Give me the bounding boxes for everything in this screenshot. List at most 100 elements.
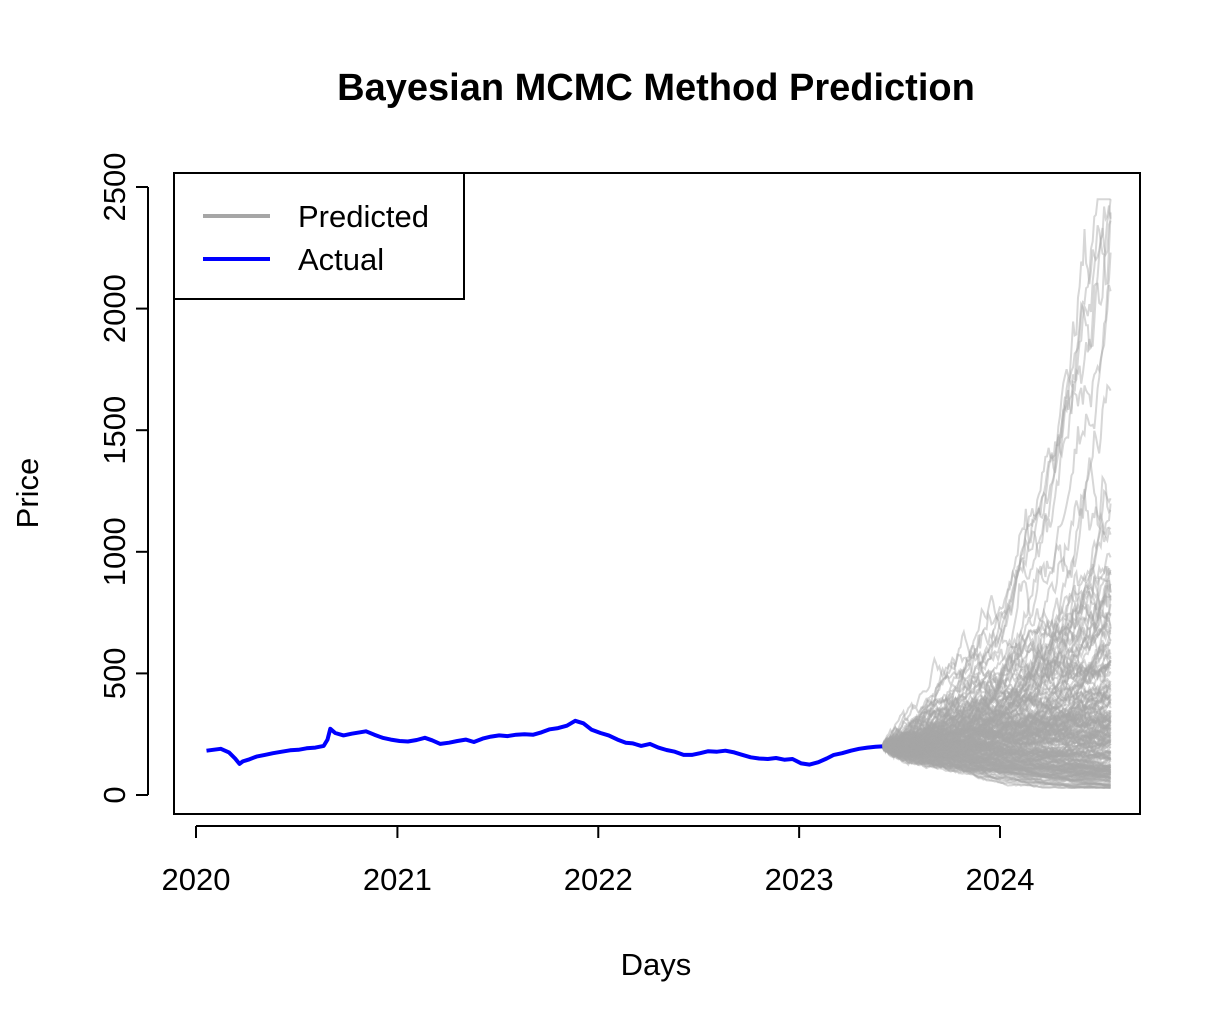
- predicted-path: [881, 686, 1111, 751]
- predicted-path: [881, 488, 1112, 747]
- predicted-path: [882, 745, 1111, 789]
- predicted-path: [881, 709, 1111, 749]
- x-tick-label: 2020: [162, 862, 231, 897]
- predicted-path: [881, 743, 1112, 759]
- predicted-path: [881, 457, 1112, 747]
- predicted-path: [881, 745, 1111, 779]
- predicted-path: [881, 743, 1111, 782]
- plot-frame: [173, 172, 1141, 815]
- predicted-path: [881, 745, 1111, 774]
- predicted-path: [881, 729, 1111, 755]
- predicted-path: [881, 683, 1111, 750]
- predicted-path: [881, 592, 1112, 750]
- predicted-path: [881, 712, 1112, 752]
- predicted-path: [881, 639, 1112, 748]
- predicted-path: [881, 745, 1111, 768]
- predicted-path: [881, 660, 1112, 752]
- predicted-path: [881, 722, 1111, 751]
- predicted-path: [882, 744, 1111, 789]
- predicted-path: [881, 745, 1111, 781]
- predicted-path: [882, 742, 1112, 764]
- predicted-path: [881, 736, 1111, 777]
- predicted-path: [881, 679, 1112, 752]
- predicted-path: [881, 739, 1111, 760]
- predicted-path: [881, 709, 1112, 748]
- predicted-path: [881, 738, 1111, 769]
- predicted-path: [881, 711, 1112, 750]
- legend-box: [173, 172, 465, 300]
- predicted-path: [881, 740, 1111, 789]
- predicted-path: [882, 709, 1112, 748]
- predicted-path: [881, 552, 1112, 748]
- predicted-path: [881, 648, 1112, 747]
- predicted-path: [881, 711, 1111, 760]
- predicted-path: [881, 212, 1112, 748]
- x-axis: 2020 2021 2022 2023 2024: [162, 825, 1035, 897]
- predicted-path: [881, 742, 1112, 767]
- predicted-path: [882, 686, 1112, 753]
- predicted-path: [882, 732, 1112, 753]
- predicted-path: [881, 722, 1111, 753]
- predicted-path: [881, 698, 1112, 748]
- predicted-path: [881, 744, 1111, 785]
- predicted-path: [882, 743, 1111, 777]
- predicted-path: [881, 707, 1112, 747]
- predicted-path: [881, 689, 1112, 747]
- predicted-path: [881, 700, 1112, 758]
- predicted-path: [881, 742, 1112, 784]
- predicted-path: [881, 735, 1112, 776]
- y-tick-label: 500: [97, 648, 132, 700]
- predicted-path: [882, 383, 1112, 748]
- predicted-path: [881, 735, 1111, 773]
- predicted-path: [881, 661, 1112, 748]
- predicted-path: [881, 738, 1112, 777]
- predicted-path: [881, 669, 1112, 749]
- predicted-path: [881, 585, 1112, 750]
- predicted-path: [881, 671, 1112, 748]
- predicted-path: [881, 744, 1112, 769]
- x-tick-label: 2024: [966, 862, 1035, 897]
- predicted-path: [881, 744, 1111, 773]
- predicted-path: [882, 740, 1112, 769]
- y-axis: 0 500 1000 1500 2000 2500: [97, 153, 149, 804]
- predicted-path: [881, 744, 1111, 789]
- predicted-path: [881, 725, 1112, 756]
- predicted-path: [881, 713, 1112, 755]
- predicted-path: [881, 745, 1111, 788]
- predicted-path: [881, 684, 1112, 753]
- predicted-path: [881, 741, 1112, 769]
- predicted-path: [882, 626, 1112, 753]
- predicted-path: [881, 704, 1112, 750]
- predicted-path: [881, 743, 1112, 771]
- predicted-path: [881, 723, 1112, 759]
- predicted-path: [882, 736, 1111, 767]
- predicted-path: [881, 732, 1111, 758]
- predicted-path: [881, 745, 1111, 779]
- predicted-path: [882, 745, 1111, 770]
- predicted-path: [881, 745, 1111, 787]
- predicted-path: [881, 743, 1111, 768]
- predicted-path: [881, 729, 1111, 760]
- actual-series: [206, 718, 883, 767]
- predicted-path: [881, 580, 1112, 747]
- predicted-path: [881, 659, 1112, 748]
- predicted-path: [882, 728, 1111, 752]
- predicted-path: [882, 705, 1111, 748]
- predicted-path: [881, 719, 1112, 749]
- predicted-path: [881, 676, 1112, 749]
- predicted-path: [882, 737, 1112, 762]
- predicted-path: [881, 743, 1111, 787]
- predicted-path: [881, 744, 1111, 783]
- predicted-path: [881, 743, 1111, 783]
- predicted-path: [881, 740, 1112, 758]
- predicted-path: [881, 644, 1112, 750]
- predicted-path: [881, 699, 1112, 753]
- predicted-path: [881, 740, 1111, 773]
- predicted-path: [881, 745, 1112, 779]
- predicted-path: [881, 632, 1112, 752]
- predicted-path: [881, 744, 1112, 774]
- predicted-path: [881, 739, 1112, 767]
- predicted-path: [881, 693, 1112, 753]
- predicted-path: [882, 488, 1112, 751]
- predicted-path: [881, 612, 1112, 752]
